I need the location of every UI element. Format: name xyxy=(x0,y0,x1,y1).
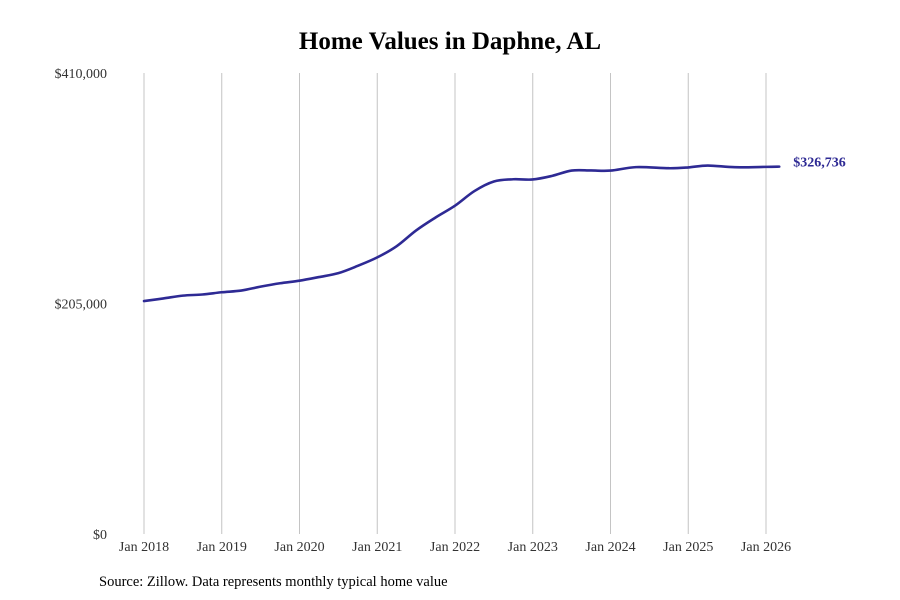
chart-title: Home Values in Daphne, AL xyxy=(298,28,602,55)
x-tick-label: Jan 2025 xyxy=(663,540,713,555)
x-tick-label: Jan 2020 xyxy=(274,540,324,555)
end-value-label: $326,736 xyxy=(793,156,846,171)
x-tick-label: Jan 2023 xyxy=(508,540,558,555)
series-line xyxy=(142,164,781,303)
x-tick-label: Jan 2024 xyxy=(585,540,635,555)
y-tick-label: $410,000 xyxy=(55,67,108,82)
source-note: Source: Zillow. Data represents monthly … xyxy=(99,574,448,590)
y-tick-label: $0 xyxy=(93,528,107,543)
x-tick-label: Jan 2021 xyxy=(352,540,402,555)
x-tick-label: Jan 2019 xyxy=(197,540,247,555)
y-tick-label: $205,000 xyxy=(55,298,108,313)
x-tick-label: Jan 2026 xyxy=(741,540,791,555)
x-tick-label: Jan 2018 xyxy=(119,540,169,555)
x-tick-label: Jan 2022 xyxy=(430,540,480,555)
